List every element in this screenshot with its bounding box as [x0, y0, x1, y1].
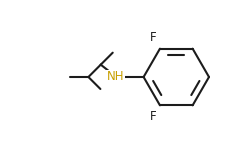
Text: F: F	[150, 31, 157, 44]
Text: NH: NH	[107, 71, 124, 83]
Text: F: F	[150, 110, 157, 123]
